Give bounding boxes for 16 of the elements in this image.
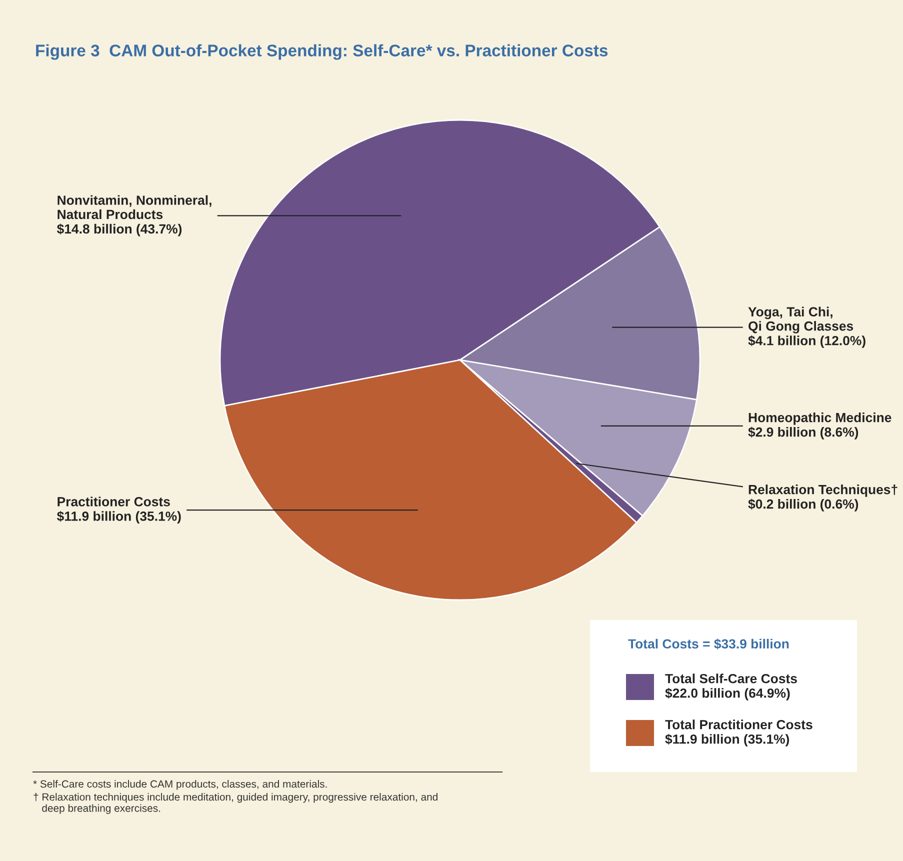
slice-label: Nonvitamin, Nonmineral, Natural Products: [58, 195, 212, 220]
data-label: $11.9 billion (35.1%): [56, 510, 181, 524]
text: Total Costs = $33.9 billion: [628, 638, 789, 650]
chart-title: Figure 3 CAM Out-of-Pocket Spending: Self-Care* vs. Practitioner Costs: [36, 44, 608, 60]
slice-label: Homeopathic Medicine: [748, 412, 892, 425]
text: Total Self-Care Costs $22.0 billion (64.9%): [665, 674, 797, 700]
slice-label: Yoga, Tai Chi, Qi Gong Classes: [748, 306, 854, 334]
data-label: $0.2 billion (0.6%): [748, 498, 858, 512]
text: † Relaxation techniques include meditation, guided imagery, progressive relaxation, and deep breathing exercises.: [34, 793, 438, 814]
slice-label: Relaxation Techniques†: [748, 484, 898, 497]
text: Total Practitioner Costs $11.9 billion (35.1%): [665, 720, 812, 746]
text: * Self-Care costs include CAM products, classes, and materials.: [33, 780, 327, 790]
data-label: $4.1 billion (12.0%): [748, 335, 866, 348]
data-label: $14.8 billion (43.7%): [56, 224, 182, 236]
data-label: $2.9 billion (8.6%): [748, 426, 858, 440]
slice-label: Practitioner Costs: [58, 496, 170, 506]
